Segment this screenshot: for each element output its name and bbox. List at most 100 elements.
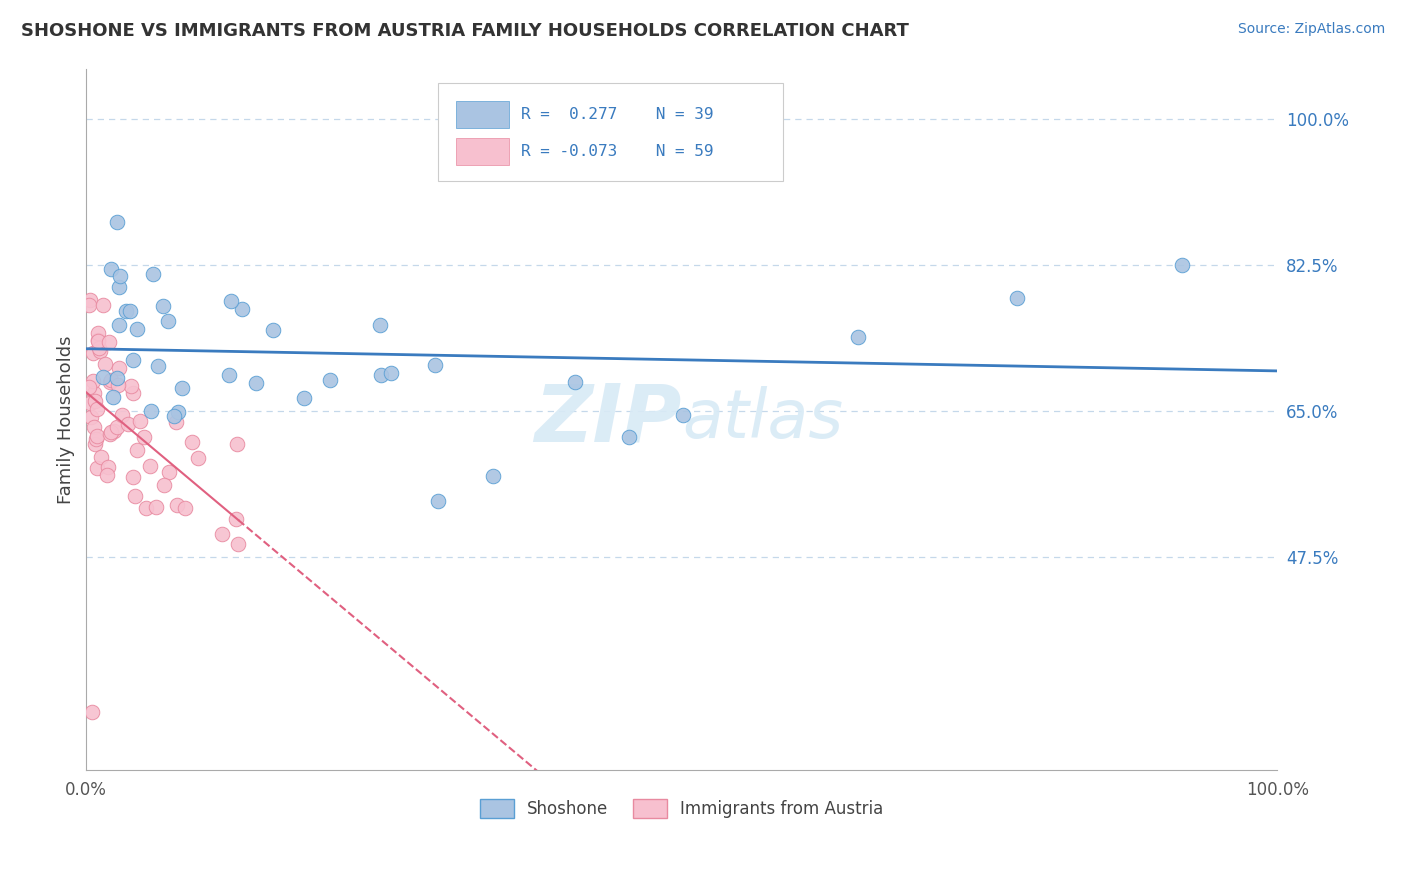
Point [105, 215, 128, 229]
Point [84, 432, 107, 446]
Point [319, 373, 342, 387]
Point [165, 416, 187, 430]
Point [83, 385, 105, 400]
Point [100, 373, 122, 387]
Point [226, 537, 249, 551]
Point [1007, 292, 1029, 306]
Point [423, 358, 446, 372]
Point [86, 461, 108, 475]
Point [141, 404, 163, 418]
Point [482, 469, 505, 483]
Text: R =  0.277    N = 39: R = 0.277 N = 39 [522, 107, 714, 122]
Point [671, 408, 693, 422]
Point [152, 299, 174, 313]
Point [221, 294, 243, 309]
Text: SHOSHONE VS IMMIGRANTS FROM AUSTRIA FAMILY HOUSEHOLDS CORRELATION CHART: SHOSHONE VS IMMIGRANTS FROM AUSTRIA FAMI… [21, 22, 908, 40]
Point [89, 341, 111, 355]
Point [107, 378, 129, 392]
Point [846, 330, 869, 344]
Point [142, 267, 165, 281]
Point [166, 405, 188, 419]
Point [77, 380, 100, 394]
Point [86, 402, 108, 417]
Point [218, 368, 240, 382]
Point [97, 459, 120, 474]
Point [80, 409, 103, 424]
Point [115, 304, 138, 318]
Point [211, 527, 233, 541]
Point [1171, 258, 1194, 272]
Point [108, 280, 131, 294]
Point [122, 386, 145, 401]
Point [262, 323, 284, 337]
Point [370, 368, 392, 383]
Point [122, 470, 145, 484]
Text: Source: ZipAtlas.com: Source: ZipAtlas.com [1237, 22, 1385, 37]
Point [82, 346, 104, 360]
Point [127, 322, 149, 336]
Point [134, 430, 156, 444]
Point [98, 427, 121, 442]
Point [245, 376, 267, 391]
Point [122, 353, 145, 368]
Point [103, 390, 125, 404]
Point [98, 375, 121, 389]
Text: atlas: atlas [682, 386, 844, 452]
Point [82, 374, 104, 388]
Point [84, 437, 107, 451]
Point [91, 370, 114, 384]
Point [226, 437, 249, 451]
Point [135, 500, 157, 515]
FancyBboxPatch shape [437, 83, 783, 181]
Point [138, 459, 160, 474]
Text: ZIP: ZIP [534, 380, 682, 458]
Point [368, 318, 391, 332]
Point [172, 381, 194, 395]
Point [617, 430, 640, 444]
Point [380, 366, 402, 380]
Point [108, 318, 131, 333]
Point [90, 450, 112, 464]
Point [97, 334, 120, 349]
Point [91, 297, 114, 311]
Point [187, 451, 209, 466]
Point [110, 408, 132, 422]
Point [108, 268, 131, 283]
Point [87, 326, 110, 341]
Point [125, 443, 148, 458]
Text: R = -0.073    N = 59: R = -0.073 N = 59 [522, 144, 714, 159]
Point [107, 371, 129, 385]
Point [292, 391, 315, 405]
Point [157, 466, 180, 480]
Legend: Shoshone, Immigrants from Austria: Shoshone, Immigrants from Austria [474, 792, 890, 825]
Point [120, 304, 142, 318]
Point [96, 468, 118, 483]
Point [146, 359, 169, 373]
Point [93, 357, 115, 371]
Point [77, 298, 100, 312]
Point [231, 301, 253, 316]
Point [100, 425, 122, 439]
Point [153, 477, 176, 491]
Point [117, 417, 139, 432]
Point [83, 419, 105, 434]
Point [157, 313, 180, 327]
Point [426, 493, 449, 508]
Point [174, 500, 197, 515]
Point [124, 489, 146, 503]
Point [86, 429, 108, 443]
Point [87, 334, 110, 348]
Point [105, 420, 128, 434]
Point [103, 424, 125, 438]
Point [225, 512, 247, 526]
Point [145, 500, 167, 514]
Bar [456, 138, 509, 165]
Point [129, 414, 152, 428]
Point [83, 394, 105, 409]
Point [86, 334, 108, 348]
Bar [456, 102, 509, 128]
Point [79, 293, 101, 308]
Point [166, 498, 188, 512]
Point [108, 361, 131, 376]
Y-axis label: Family Households: Family Households [58, 335, 75, 503]
